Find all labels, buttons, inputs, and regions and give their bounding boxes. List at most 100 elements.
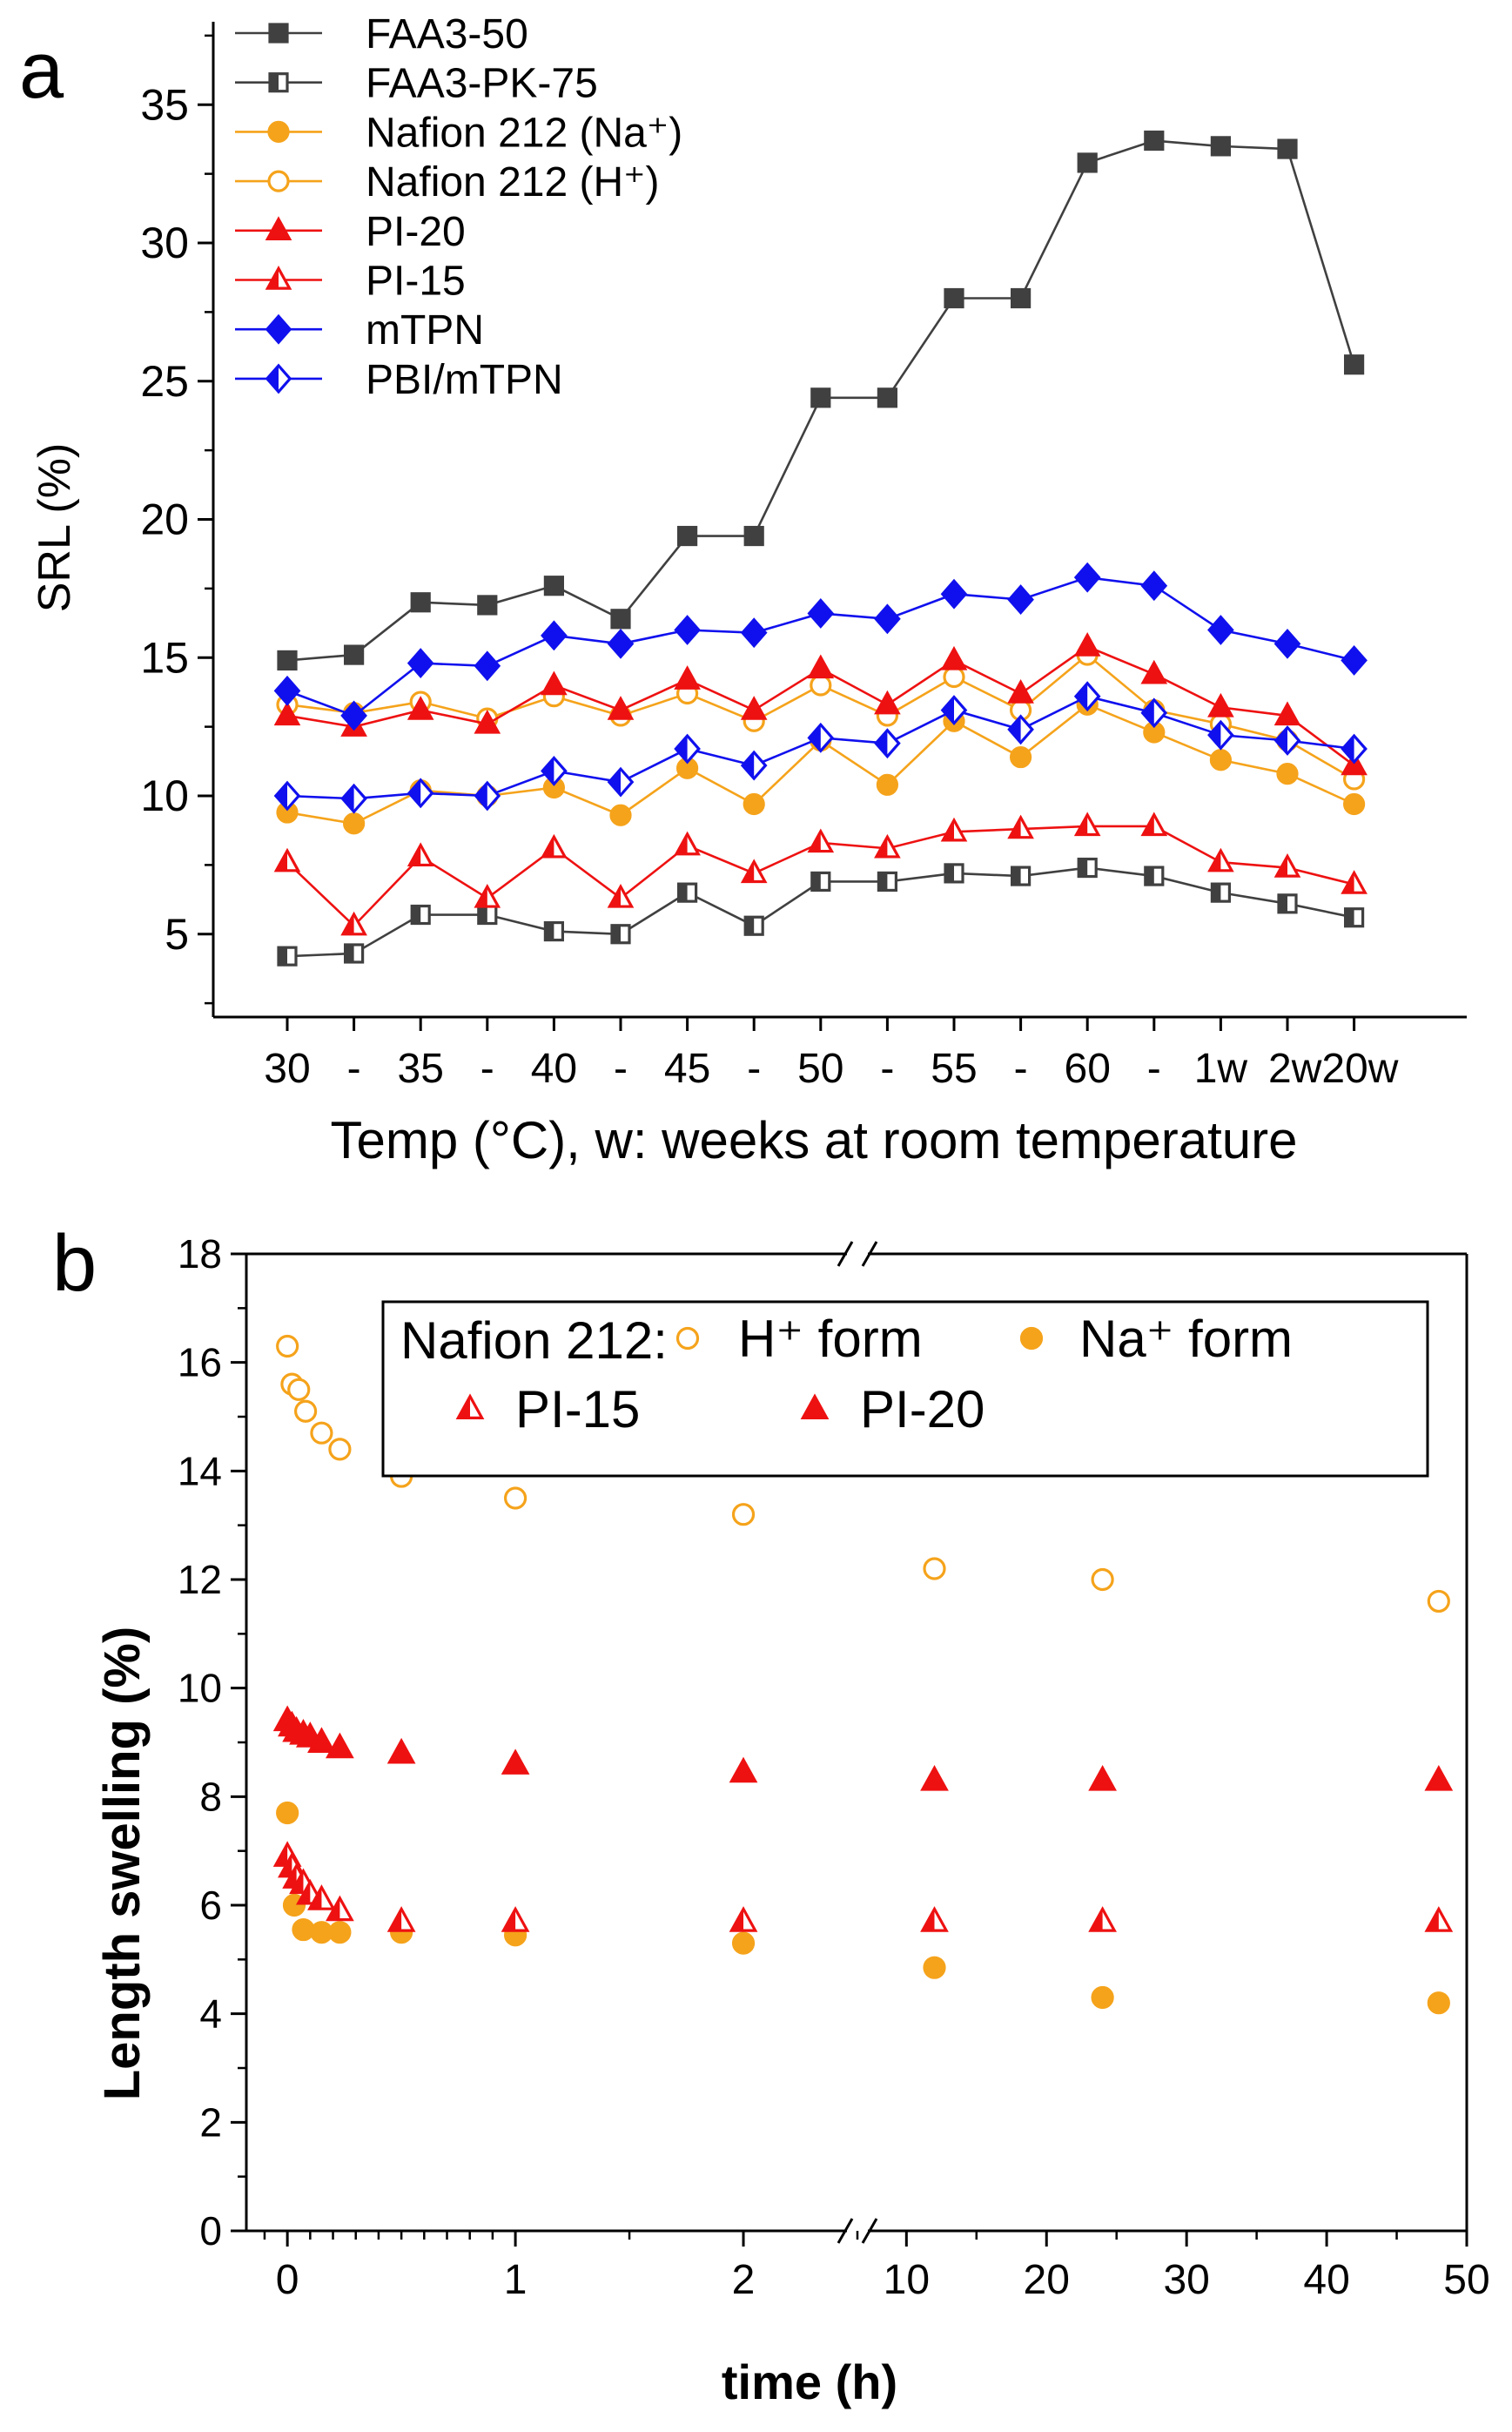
data-point-h-form [1091, 1567, 1114, 1592]
panel-b-y-tick-label: 16 [178, 1340, 222, 1385]
data-point-pi-20 [273, 701, 301, 726]
legend-label: PI-15 [515, 1380, 640, 1438]
series-faa3-50 [277, 130, 1365, 671]
legend-label: H⁺ form [738, 1310, 923, 1368]
data-point-h-form [294, 1399, 318, 1423]
data-point-faa3-50 [1077, 152, 1098, 173]
data-point-pbi-mtpn [874, 728, 901, 759]
data-point-pi-20 [1140, 659, 1168, 684]
data-point-nafion-212-na [343, 812, 366, 835]
data-point-pi-15 [386, 1906, 416, 1932]
data-point-faa3-pk-75 [1077, 857, 1098, 879]
panel-a-x-ticks: 30-35-40-45-50-55-60-1w 2w20w [264, 1017, 1399, 1092]
data-point-mtpn [340, 700, 367, 731]
panel-a-y-axis-label: SRL (%) [30, 443, 80, 613]
panel-a-x-tick-label: 35 [398, 1046, 444, 1092]
panel-b-x-tick-label: 1 [504, 2257, 528, 2303]
panel-b-y-tick-label: 4 [199, 1991, 222, 2037]
data-point-h-form [328, 1438, 352, 1461]
data-point-faa3-50 [543, 576, 565, 596]
data-point-pbi-mtpn [541, 756, 568, 786]
data-point-nafion-212-na [1009, 745, 1032, 769]
data-point-pbi-mtpn [1207, 719, 1234, 751]
legend-marker [268, 72, 289, 93]
data-point-faa3-pk-75 [810, 871, 831, 893]
data-point-pi-15 [307, 1884, 336, 1910]
data-point-pi-20 [501, 1748, 530, 1775]
data-point-pi-20 [940, 645, 968, 670]
data-point-nafion-212-h [810, 674, 832, 697]
data-point-nafion-212-na [743, 792, 765, 816]
data-point-na-form [276, 1801, 299, 1825]
data-point-pi-15 [940, 817, 968, 842]
data-point-pbi-mtpn [674, 733, 701, 765]
legend-label: Na⁺ form [1079, 1310, 1293, 1368]
data-point-nafion-212-na [876, 773, 899, 796]
panel-b-legend: Nafion 212: H⁺ form Na⁺ form PI-15 PI-20 [381, 1300, 1429, 1478]
panel-a-series [273, 130, 1368, 967]
legend-item-nafion-212-na: Nafion 212 (Na⁺) [235, 110, 682, 156]
data-point-pi-20 [326, 1732, 354, 1759]
panel-b-x-tick-label: 20 [1024, 2257, 1070, 2303]
data-point-pbi-mtpn [340, 783, 367, 814]
data-point-pi-15 [674, 831, 701, 856]
data-point-faa3-50 [1343, 354, 1365, 375]
data-point-pi-20 [1088, 1765, 1117, 1791]
panel-b-y-tick-label: 2 [199, 2099, 222, 2145]
data-point-pi-15 [1007, 814, 1034, 839]
data-point-pi-20 [874, 690, 901, 715]
panel-a-x-tick-label: - [1147, 1046, 1161, 1092]
panel-a-x-tick-label: - [614, 1046, 628, 1092]
series-pi-15 [273, 812, 1368, 936]
legend-label: Nafion 212 (H⁺) [366, 159, 659, 205]
data-point-nafion-212-h [943, 665, 965, 689]
data-point-pi-20 [307, 1727, 336, 1754]
panel-b-x-tick-label: 0 [276, 2257, 299, 2303]
legend-item-na-form: Na⁺ form [1019, 1310, 1293, 1368]
data-point-mtpn [1007, 584, 1034, 615]
panel-a-x-tick-label: - [347, 1046, 361, 1092]
data-point-mtpn [674, 615, 701, 645]
data-point-pi-20 [1273, 701, 1301, 726]
data-point-pi-15 [607, 883, 635, 908]
legend-label: mTPN [366, 307, 484, 354]
panel-a-x-tick-label: 55 [931, 1046, 977, 1092]
data-point-na-form [1427, 1991, 1450, 2015]
panel-a-x-tick-label: 45 [664, 1046, 710, 1092]
data-point-pi-15 [1140, 812, 1168, 837]
data-point-nafion-212-na [609, 804, 632, 826]
data-point-h-form [276, 1334, 299, 1358]
legend-marker [1019, 1326, 1044, 1351]
data-point-faa3-pk-75 [344, 943, 365, 964]
data-point-pi-20 [1007, 679, 1034, 704]
panel-a-y-ticks: 5 10 15 20 25 30 35 [140, 34, 213, 1005]
data-point-faa3-pk-75 [1210, 882, 1232, 903]
data-point-na-form [328, 1921, 352, 1944]
data-point-pbi-mtpn [740, 750, 768, 781]
data-point-pbi-mtpn [1341, 733, 1368, 765]
series-pi-15 [272, 1841, 1454, 1932]
panel-b-y-tick-label: 18 [178, 1231, 222, 1277]
panel-b-y-tick-label: 6 [199, 1883, 222, 1928]
data-point-h-form [1427, 1589, 1450, 1613]
legend-item-pbi-mtpn: PBI/mTPN [235, 357, 563, 403]
data-point-pi-15 [1273, 853, 1301, 878]
data-point-pi-20 [474, 709, 501, 734]
data-point-mtpn [874, 603, 901, 635]
panel-b-series [272, 1334, 1454, 2015]
data-point-pi-15 [1073, 812, 1101, 837]
data-point-pi-15 [1088, 1906, 1117, 1932]
data-point-faa3-50 [810, 387, 831, 408]
data-point-pi-20 [607, 696, 635, 720]
data-point-faa3-pk-75 [676, 882, 698, 903]
data-point-faa3-pk-75 [410, 904, 431, 926]
panel-a-x-tick-label: 30 [264, 1046, 310, 1092]
data-point-pbi-mtpn [474, 780, 501, 812]
data-point-faa3-pk-75 [1277, 893, 1298, 914]
panel-b-y-tick-label: 8 [199, 1774, 222, 1819]
data-point-mtpn [1273, 628, 1301, 659]
legend-marker [265, 363, 292, 394]
data-point-faa3-50 [1277, 138, 1298, 159]
data-point-pbi-mtpn [607, 766, 635, 798]
